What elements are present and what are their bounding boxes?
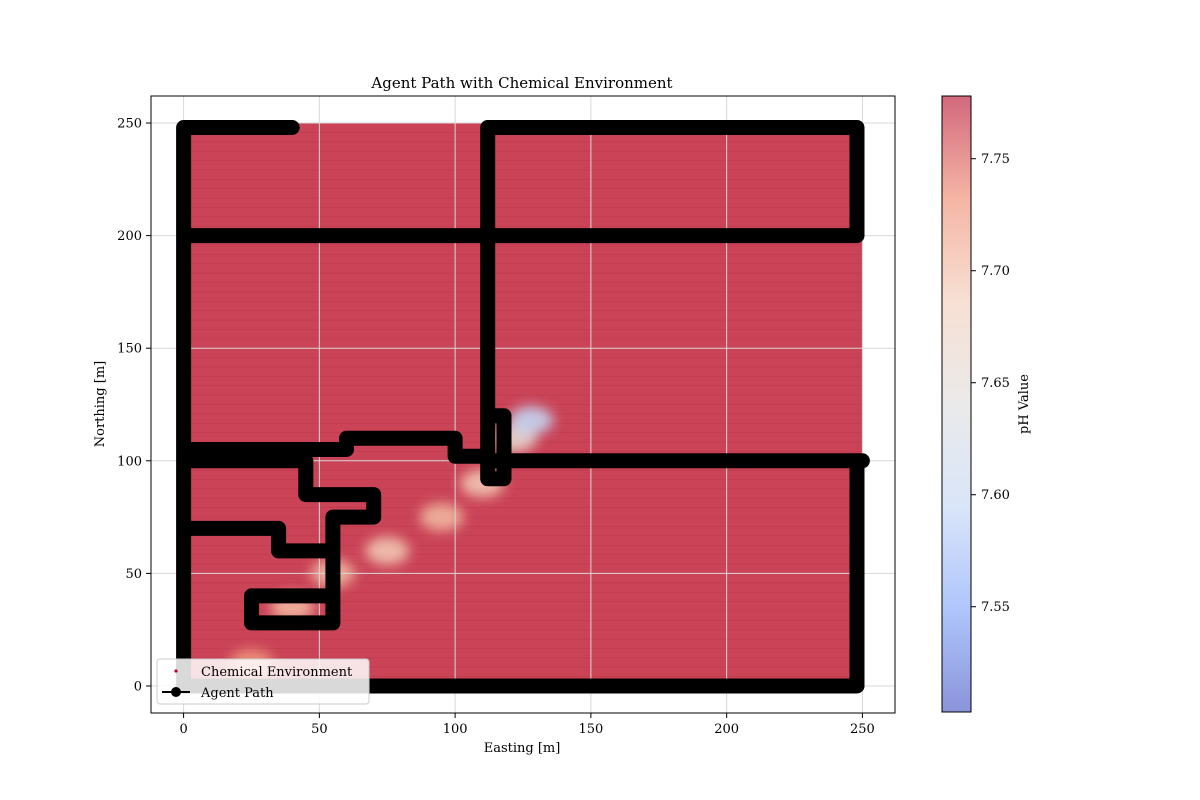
agent-path-point bbox=[849, 678, 864, 693]
colorbar-tick-label: 7.75 bbox=[981, 152, 1010, 167]
colorbar: 7.55 7.60 7.65 7.70 7.75 pH Value bbox=[941, 95, 1032, 713]
colorbar-ticks: 7.55 7.60 7.65 7.70 7.75 bbox=[971, 152, 1010, 615]
agent-path-point bbox=[366, 510, 381, 525]
legend-marker-chemical-environment bbox=[174, 669, 178, 673]
agent-path-point bbox=[480, 471, 495, 486]
agent-path-point bbox=[496, 408, 511, 423]
colorbar-tick-label: 7.60 bbox=[981, 488, 1010, 503]
y-tick-label: 0 bbox=[134, 679, 142, 694]
agent-path-point bbox=[176, 521, 191, 536]
legend: Chemical Environment Agent Path bbox=[156, 658, 370, 705]
agent-path-point bbox=[339, 431, 354, 446]
plume-point bbox=[419, 503, 464, 532]
colorbar-label: pH Value bbox=[1017, 374, 1032, 434]
legend-label-chemical-environment: Chemical Environment bbox=[201, 665, 353, 680]
agent-path-point bbox=[448, 449, 463, 464]
y-tick-label: 100 bbox=[117, 454, 142, 469]
colorbar-gradient bbox=[942, 96, 971, 712]
agent-path-point bbox=[176, 532, 191, 547]
x-tick-label: 100 bbox=[443, 722, 468, 737]
agent-path-point bbox=[480, 408, 495, 423]
agent-path bbox=[176, 120, 870, 694]
agent-path-point bbox=[325, 588, 340, 603]
agent-path-point bbox=[325, 543, 340, 558]
x-tick-label: 0 bbox=[179, 722, 187, 737]
y-tick-label: 200 bbox=[117, 229, 142, 244]
agent-path-point bbox=[480, 120, 495, 135]
agent-path-point bbox=[325, 615, 340, 630]
x-tick-label: 50 bbox=[311, 722, 328, 737]
agent-path-point bbox=[849, 120, 864, 135]
y-tick-label: 50 bbox=[125, 567, 142, 582]
x-axis-label: Easting [m] bbox=[484, 741, 561, 756]
agent-path-point bbox=[176, 228, 191, 243]
agent-path-point bbox=[271, 521, 286, 536]
plot-frame bbox=[150, 95, 896, 714]
agent-path-point bbox=[271, 543, 286, 558]
agent-path-point bbox=[176, 442, 191, 457]
agent-path-point bbox=[366, 487, 381, 502]
agent-path-point bbox=[448, 431, 463, 446]
legend-box bbox=[156, 658, 370, 705]
agent-path-point bbox=[176, 453, 191, 468]
agent-path-point bbox=[244, 588, 259, 603]
agent-path-point bbox=[244, 615, 259, 630]
chart-title: Agent Path with Chemical Environment bbox=[370, 74, 672, 92]
colorbar-tick-label: 7.70 bbox=[981, 264, 1010, 279]
agent-path-point bbox=[176, 120, 191, 135]
colorbar-tick-label: 7.65 bbox=[981, 376, 1010, 391]
legend-marker-agent-path-dot bbox=[171, 687, 181, 697]
y-axis: 0 50 100 150 200 250 bbox=[117, 117, 151, 694]
y-tick-label: 150 bbox=[117, 342, 142, 357]
x-tick-label: 250 bbox=[850, 722, 875, 737]
agent-path-point bbox=[298, 487, 313, 502]
colorbar-frame bbox=[941, 95, 972, 713]
agent-path-point bbox=[496, 471, 511, 486]
agent-path-point bbox=[480, 453, 495, 468]
agent-path-point bbox=[325, 510, 340, 525]
y-tick-label: 250 bbox=[117, 117, 142, 132]
plume-point bbox=[509, 406, 554, 435]
agent-path-point bbox=[855, 453, 870, 468]
legend-label-agent-path: Agent Path bbox=[200, 686, 274, 701]
agent-path-point bbox=[339, 442, 354, 457]
x-tick-label: 150 bbox=[578, 722, 603, 737]
x-axis: 0 50 100 150 200 250 bbox=[179, 713, 875, 737]
agent-path-point bbox=[298, 453, 313, 468]
colorbar-tick-label: 7.55 bbox=[981, 600, 1010, 615]
agent-path-point bbox=[849, 228, 864, 243]
y-axis-label: Northing [m] bbox=[93, 361, 108, 447]
plume-point bbox=[365, 536, 410, 565]
x-tick-label: 200 bbox=[714, 722, 739, 737]
agent-path-point bbox=[285, 120, 300, 135]
plot-area bbox=[150, 95, 896, 714]
